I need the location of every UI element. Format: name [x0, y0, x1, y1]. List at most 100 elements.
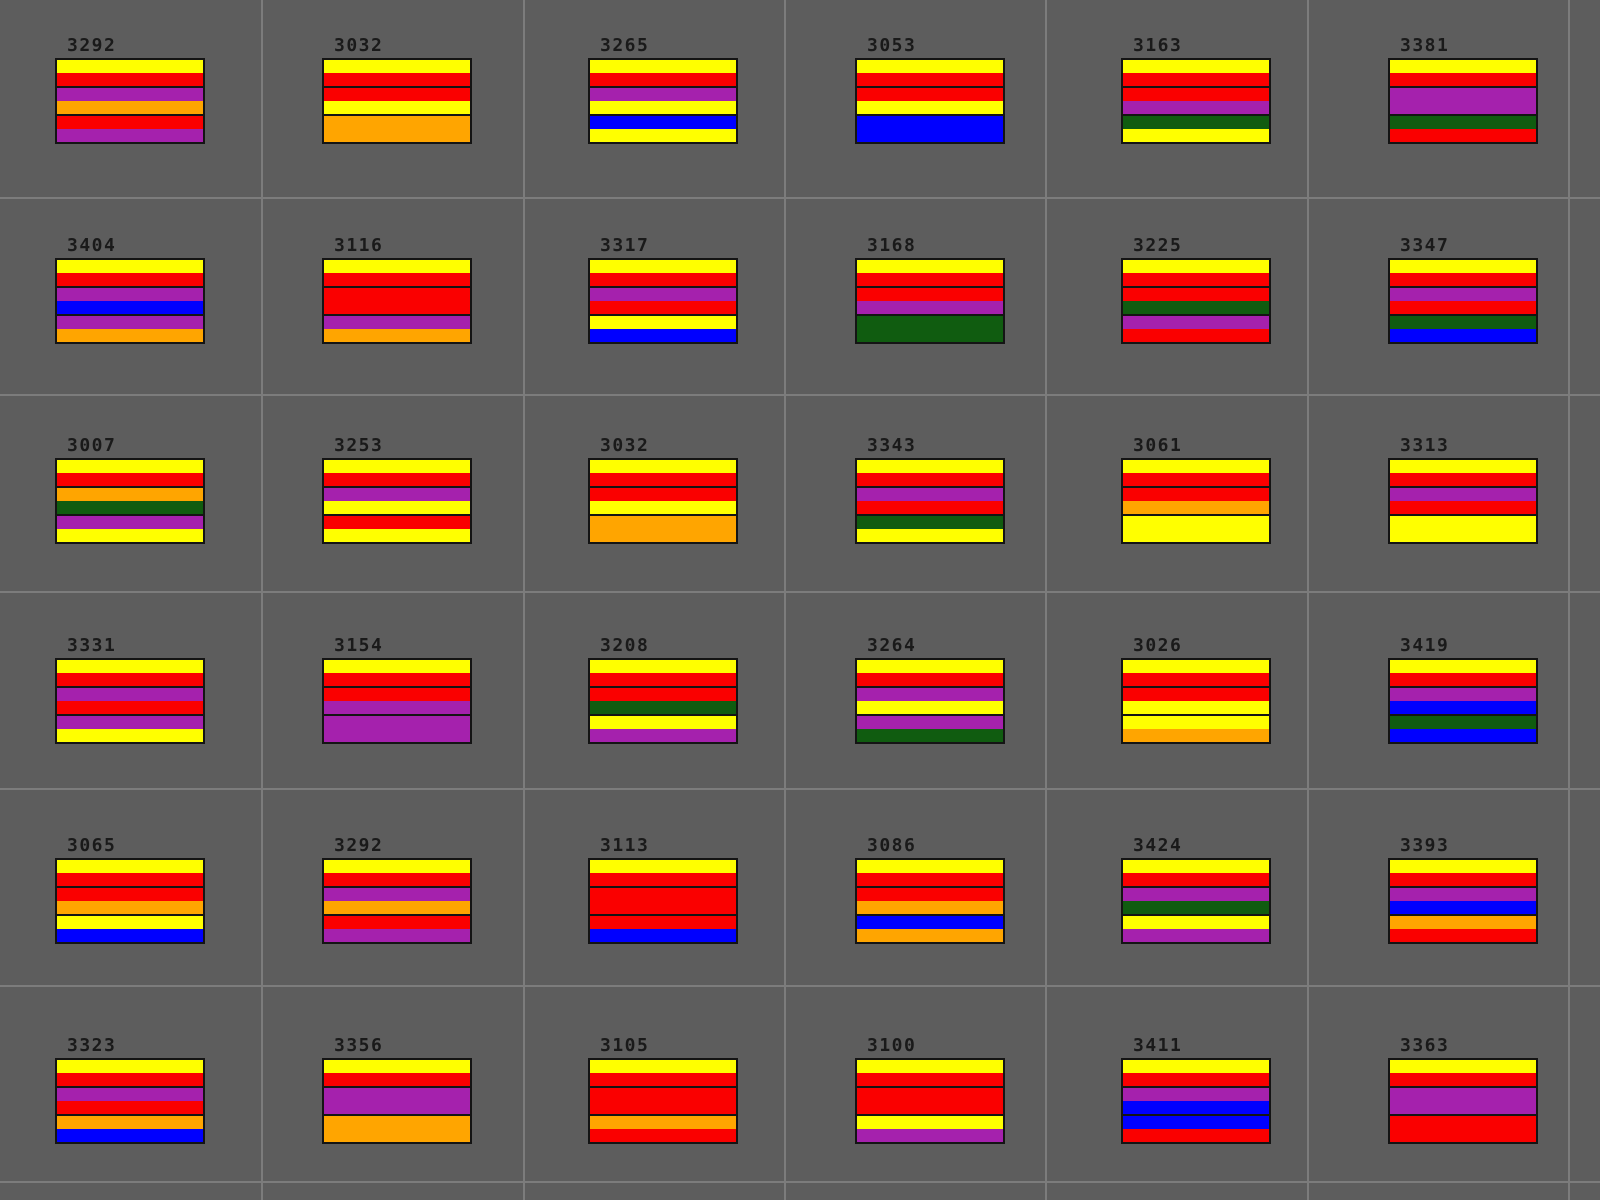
flag-card[interactable]: 3323: [55, 1036, 205, 1144]
flag-card[interactable]: 3168: [855, 236, 1005, 344]
flag-card[interactable]: 3292: [55, 36, 205, 144]
stripe-block: [1390, 660, 1536, 686]
stripe-block: [857, 660, 1003, 686]
flag-id-label: 3154: [334, 635, 384, 656]
stripe-purple: [57, 516, 203, 529]
stripe-red: [324, 1073, 470, 1086]
flag-id-label: 3208: [600, 635, 650, 656]
flag-id-label: 3404: [67, 235, 117, 256]
stripe-green: [1390, 716, 1536, 729]
stripe-block: [1123, 1060, 1269, 1086]
flag-card[interactable]: 3393: [1388, 836, 1538, 944]
flag-card[interactable]: 3264: [855, 636, 1005, 744]
flag-card[interactable]: 3424: [1121, 836, 1271, 944]
stripe-block: [1390, 914, 1536, 942]
flag-card[interactable]: 3032: [322, 36, 472, 144]
flag-card[interactable]: 3163: [1121, 36, 1271, 144]
stripe-block: [57, 660, 203, 686]
stripe-purple: [57, 288, 203, 301]
stripe-block: [1123, 286, 1269, 314]
stripe-yellow: [590, 860, 736, 873]
stripe-block: [857, 60, 1003, 86]
flag-swatch: [322, 458, 472, 544]
stripe-yellow: [324, 101, 470, 114]
stripe-block: [57, 1086, 203, 1114]
stripe-block: [857, 1086, 1003, 1114]
stripe-block: [1123, 914, 1269, 942]
flag-swatch: [322, 858, 472, 944]
flag-card[interactable]: 3292: [322, 836, 472, 944]
flag-card[interactable]: 3381: [1388, 36, 1538, 144]
flag-card[interactable]: 3347: [1388, 236, 1538, 344]
flag-card[interactable]: 3154: [322, 636, 472, 744]
flag-card[interactable]: 3105: [588, 1036, 738, 1144]
stripe-block: [857, 714, 1003, 742]
flag-card[interactable]: 3061: [1121, 436, 1271, 544]
flag-id-label: 3331: [67, 635, 117, 656]
flag-card[interactable]: 3116: [322, 236, 472, 344]
flag-swatch: [1121, 858, 1271, 944]
stripe-block: [1390, 114, 1536, 142]
stripe-yellow: [324, 60, 470, 73]
stripe-purple: [324, 888, 470, 901]
flag-card[interactable]: 3026: [1121, 636, 1271, 744]
stripe-yellow: [1390, 660, 1536, 673]
flag-swatch: [1388, 858, 1538, 944]
stripe-red: [1123, 288, 1269, 301]
stripe-yellow: [1123, 60, 1269, 73]
stripe-block: [57, 314, 203, 342]
stripe-yellow: [324, 860, 470, 873]
flag-swatch: [588, 458, 738, 544]
stripe-block: [1123, 260, 1269, 286]
flag-card[interactable]: 3317: [588, 236, 738, 344]
stripe-block: [857, 460, 1003, 486]
flag-id-label: 3393: [1400, 835, 1450, 856]
stripe-block: [590, 914, 736, 942]
flag-card[interactable]: 3100: [855, 1036, 1005, 1144]
flag-card[interactable]: 3419: [1388, 636, 1538, 744]
flag-card[interactable]: 3265: [588, 36, 738, 144]
stripe-red: [324, 916, 470, 929]
flag-card[interactable]: 3331: [55, 636, 205, 744]
stripe-purple: [324, 488, 470, 501]
stripe-green: [857, 729, 1003, 742]
stripe-block: [1123, 886, 1269, 914]
stripe-purple: [1390, 688, 1536, 701]
stripe-yellow: [857, 60, 1003, 73]
flag-card[interactable]: 3343: [855, 436, 1005, 544]
flag-card[interactable]: 3225: [1121, 236, 1271, 344]
flag-card[interactable]: 3411: [1121, 1036, 1271, 1144]
flag-card[interactable]: 3007: [55, 436, 205, 544]
stripe-block: [1390, 60, 1536, 86]
flag-card[interactable]: 3065: [55, 836, 205, 944]
stripe-red: [1123, 688, 1269, 701]
flag-card[interactable]: 3253: [322, 436, 472, 544]
grid-line-vertical: [1045, 0, 1047, 1200]
flag-card[interactable]: 3053: [855, 36, 1005, 144]
flag-card[interactable]: 3113: [588, 836, 738, 944]
stripe-yellow: [57, 916, 203, 929]
flag-swatch: [1388, 1058, 1538, 1144]
stripe-yellow: [1123, 1060, 1269, 1073]
flag-card[interactable]: 3086: [855, 836, 1005, 944]
stripe-orange: [324, 329, 470, 342]
flag-card[interactable]: 3363: [1388, 1036, 1538, 1144]
flag-swatch: [1388, 458, 1538, 544]
stripe-block: [57, 460, 203, 486]
flag-id-label: 3264: [867, 635, 917, 656]
stripe-red: [57, 701, 203, 714]
flag-id-label: 3100: [867, 1035, 917, 1056]
stripe-yellow: [1123, 260, 1269, 273]
stripe-purple: [57, 716, 203, 729]
flag-card[interactable]: 3313: [1388, 436, 1538, 544]
stripe-purple: [590, 88, 736, 101]
flag-swatch: [588, 58, 738, 144]
flag-card[interactable]: 3032: [588, 436, 738, 544]
flag-card[interactable]: 3356: [322, 1036, 472, 1144]
stripe-red: [857, 1073, 1003, 1086]
grid-line-vertical: [784, 0, 786, 1200]
flag-card[interactable]: 3404: [55, 236, 205, 344]
flag-card[interactable]: 3208: [588, 636, 738, 744]
stripe-yellow: [1123, 129, 1269, 142]
stripe-purple: [1123, 1088, 1269, 1101]
